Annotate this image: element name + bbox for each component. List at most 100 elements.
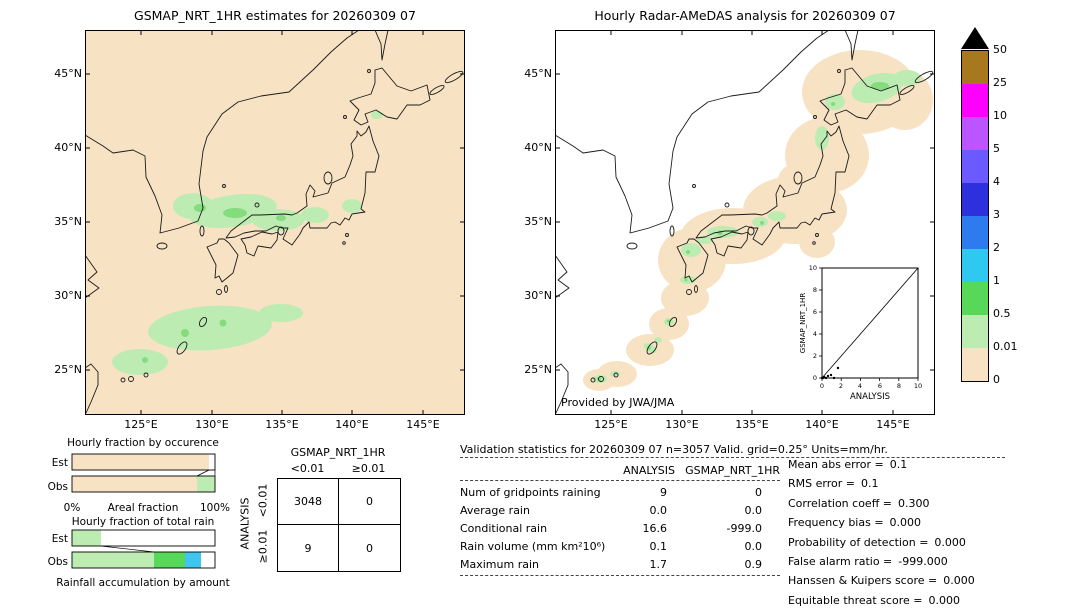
row-label: Obs xyxy=(48,481,68,493)
colorbar-overflow-triangle xyxy=(961,27,989,49)
total-rain-bars xyxy=(71,529,216,569)
inset-x-tick: 4 xyxy=(858,382,862,390)
stat-label: Correlation coeff = xyxy=(788,497,892,510)
validation-row: Average rain 0.0 0.0 xyxy=(460,501,780,519)
lat-tick-label: 35°N xyxy=(524,215,552,228)
column-header: ANALYSIS xyxy=(623,463,675,477)
colorbar-segment xyxy=(962,282,988,315)
lon-tick-label: 145°E xyxy=(406,418,440,431)
lat-tick-label: 30°N xyxy=(524,289,552,302)
row-label: Est xyxy=(52,457,68,469)
row-label: Est xyxy=(52,533,68,545)
colorbar-label: 25 xyxy=(993,76,1007,89)
stat-line: Probability of detection = 0.000 xyxy=(788,536,1080,549)
stat-value: 0.300 xyxy=(898,497,930,510)
colorbar-label: 0.5 xyxy=(993,307,1011,320)
colorbar-label: 0.01 xyxy=(993,340,1018,353)
right-map-title: Hourly Radar-AMeDAS analysis for 2026030… xyxy=(594,8,896,23)
inset-x-tick: 6 xyxy=(878,382,882,390)
map-frame xyxy=(555,30,935,415)
colorbar-label: 5 xyxy=(993,142,1000,155)
inset-data-points xyxy=(820,366,840,380)
contingency-cell: 0 xyxy=(366,541,373,555)
colorbar xyxy=(961,50,989,382)
stat-value: 0.000 xyxy=(928,594,960,607)
column-header: GSMAP_NRT_1HR xyxy=(685,463,780,477)
colorbar-segment xyxy=(962,117,988,150)
validation-row: Maximum rain 1.7 0.9 xyxy=(460,555,780,573)
inset-y-tick: 4 xyxy=(813,330,817,338)
colorbar-segment xyxy=(962,150,988,183)
stat-value: 0.1 xyxy=(860,477,879,490)
inset-x-tick: 0 xyxy=(820,382,824,390)
validation-row: Conditional rain 16.6 -999.0 xyxy=(460,519,780,537)
data-credit: Provided by JWA/JMA xyxy=(561,396,675,409)
inset-y-tick: 8 xyxy=(813,286,817,294)
left-map xyxy=(85,30,465,415)
inset-y-axis-label: GSMAP_NRT_1HR xyxy=(799,293,807,354)
analysis-value: 1.7 xyxy=(649,557,668,571)
inset-ticks xyxy=(819,267,919,381)
inset-x-axis-label: ANALYSIS xyxy=(850,392,890,402)
colorbar-label: 1 xyxy=(993,274,1000,287)
lon-tick-label: 135°E xyxy=(735,418,769,431)
stat-value: 0.1 xyxy=(889,458,908,471)
colorbar-segment xyxy=(962,216,988,249)
row-label: Obs xyxy=(48,556,68,568)
left-map-title: GSMAP_NRT_1HR estimates for 20260309 07 xyxy=(134,8,416,23)
validation-row: Rain volume (mm km²10⁶) 0.1 0.0 xyxy=(460,537,780,555)
colorbar-label: 0 xyxy=(993,373,1000,386)
lon-tick-label: 125°E xyxy=(124,418,158,431)
contingency-title: GSMAP_NRT_1HR xyxy=(290,446,386,459)
inset-y-tick: 10 xyxy=(809,264,817,272)
inset-scatter: 0 2 4 6 8 10 0 2 4 6 8 10 ANALYSIS GSMAP… xyxy=(799,264,922,402)
lon-tick-label: 125°E xyxy=(594,418,628,431)
colorbar-segment xyxy=(962,348,988,381)
contingency-row-axis: ANALYSIS xyxy=(238,497,252,550)
lon-tick-label: 140°E xyxy=(335,418,369,431)
stat-line: Mean abs error = 0.1 xyxy=(788,458,1080,471)
analysis-value: 16.6 xyxy=(642,521,668,535)
stat-label: Frequency bias = xyxy=(788,516,884,529)
stat-value: 0.000 xyxy=(943,574,975,587)
stat-line: Hanssen & Kuipers score = 0.000 xyxy=(788,574,1080,587)
inset-y-tick: 6 xyxy=(813,308,817,316)
axis-title: Areal fraction xyxy=(108,502,179,514)
stat-line: False alarm ratio = -999.000 xyxy=(788,555,1080,568)
radar-precip-blobs xyxy=(593,70,921,383)
lon-tick-label: 130°E xyxy=(195,418,229,431)
stat-line: Correlation coeff = 0.300 xyxy=(788,497,1080,510)
map-frame xyxy=(85,30,465,415)
stat-line: Equitable threat score = 0.000 xyxy=(788,594,1080,607)
gsmap-value: 0.0 xyxy=(744,503,763,517)
total-rain-caption: Rainfall accumulation by amount xyxy=(56,577,229,589)
inset-x-tick: 8 xyxy=(897,382,901,390)
colorbar-segment xyxy=(962,249,988,282)
lon-tick-label: 135°E xyxy=(265,418,299,431)
stat-value: 0.000 xyxy=(889,516,922,529)
lon-tick-label: 140°E xyxy=(805,418,839,431)
inset-y-tick: 2 xyxy=(813,352,817,360)
divider xyxy=(460,457,1005,458)
axis-min-label: 0% xyxy=(64,502,81,514)
contingency-cell: 3048 xyxy=(278,479,339,525)
lon-tick-label: 130°E xyxy=(665,418,699,431)
analysis-value: 0.0 xyxy=(649,503,668,517)
occurrence-title: Hourly fraction by occurence xyxy=(67,437,219,449)
lat-tick-label: 25°N xyxy=(524,363,552,376)
lat-tick-label: 40°N xyxy=(54,141,82,154)
right-map: 0 2 4 6 8 10 0 2 4 6 8 10 ANALYSIS GSMAP… xyxy=(555,30,935,415)
colorbar-segment xyxy=(962,315,988,348)
inset-y-tick: 0 xyxy=(813,374,817,382)
stat-value: 0.000 xyxy=(934,536,966,549)
analysis-value: 9 xyxy=(660,485,667,499)
colorbar-segment xyxy=(962,183,988,216)
divider xyxy=(460,480,780,481)
lat-tick-label: 45°N xyxy=(54,67,82,80)
stat-label: Probability of detection = xyxy=(788,536,929,549)
lat-tick-label: 30°N xyxy=(54,289,82,302)
lat-tick-label: 35°N xyxy=(54,215,82,228)
lat-tick-label: 25°N xyxy=(54,363,82,376)
colorbar-label: 10 xyxy=(993,109,1007,122)
